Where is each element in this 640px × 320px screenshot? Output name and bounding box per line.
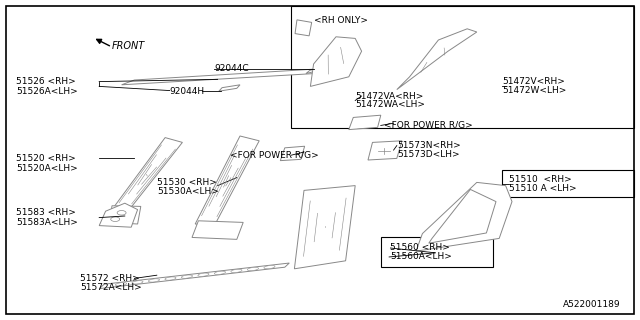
Polygon shape <box>192 221 243 239</box>
Text: 51572 <RH>: 51572 <RH> <box>80 274 140 283</box>
Text: <RH ONLY>: <RH ONLY> <box>314 16 367 25</box>
Ellipse shape <box>148 279 159 282</box>
Ellipse shape <box>198 273 209 276</box>
Polygon shape <box>122 69 320 85</box>
Text: 51520A<LH>: 51520A<LH> <box>16 164 77 172</box>
Text: 51530 <RH>: 51530 <RH> <box>157 178 217 187</box>
Text: 51510 A <LH>: 51510 A <LH> <box>509 184 577 193</box>
Text: 51573N<RH>: 51573N<RH> <box>397 141 461 150</box>
Text: 92044H: 92044H <box>170 87 205 96</box>
Ellipse shape <box>132 281 143 284</box>
Polygon shape <box>349 115 381 130</box>
Text: 51560 <RH>: 51560 <RH> <box>390 244 451 252</box>
Text: 51583A<LH>: 51583A<LH> <box>16 218 78 227</box>
Bar <box>381 237 493 267</box>
Text: <FOR POWER R/G>: <FOR POWER R/G> <box>230 151 319 160</box>
Text: A522001189: A522001189 <box>563 300 621 309</box>
Ellipse shape <box>231 269 242 273</box>
Polygon shape <box>99 203 138 227</box>
Polygon shape <box>294 186 355 269</box>
Text: FRONT: FRONT <box>112 41 145 52</box>
Text: 51472V<RH>: 51472V<RH> <box>502 77 565 86</box>
Polygon shape <box>368 141 402 160</box>
Text: 51472WA<LH>: 51472WA<LH> <box>355 100 425 109</box>
Text: 51526 <RH>: 51526 <RH> <box>16 77 76 86</box>
Ellipse shape <box>165 277 176 280</box>
Text: 51472VA<RH>: 51472VA<RH> <box>355 92 424 100</box>
Text: 51510  <RH>: 51510 <RH> <box>509 175 572 184</box>
Text: 51526A<LH>: 51526A<LH> <box>16 87 77 96</box>
Polygon shape <box>195 136 259 226</box>
Text: 51520 <RH>: 51520 <RH> <box>16 154 76 163</box>
Polygon shape <box>429 189 496 243</box>
Polygon shape <box>306 65 330 74</box>
Circle shape <box>111 217 120 221</box>
Text: 51530A<LH>: 51530A<LH> <box>157 188 219 196</box>
Text: 92044C: 92044C <box>214 64 249 73</box>
Polygon shape <box>109 206 141 224</box>
Bar <box>291 6 634 128</box>
Text: 51560A<LH>: 51560A<LH> <box>390 252 452 261</box>
Text: 51583 <RH>: 51583 <RH> <box>16 208 76 217</box>
Polygon shape <box>310 37 362 86</box>
Circle shape <box>117 211 126 215</box>
Text: 51472W<LH>: 51472W<LH> <box>502 86 567 95</box>
Text: 51573D<LH>: 51573D<LH> <box>397 150 460 159</box>
Polygon shape <box>99 263 289 289</box>
Polygon shape <box>219 85 240 91</box>
Polygon shape <box>280 146 305 161</box>
Ellipse shape <box>248 268 259 271</box>
Text: 51572A<LH>: 51572A<LH> <box>80 284 141 292</box>
Text: <FOR POWER R/G>: <FOR POWER R/G> <box>384 121 473 130</box>
Polygon shape <box>112 138 182 211</box>
Ellipse shape <box>181 275 193 278</box>
Ellipse shape <box>264 266 275 269</box>
Ellipse shape <box>115 283 127 286</box>
Ellipse shape <box>214 271 225 275</box>
Polygon shape <box>397 29 477 90</box>
Bar <box>502 170 634 197</box>
Polygon shape <box>295 20 312 36</box>
Polygon shape <box>416 182 512 251</box>
